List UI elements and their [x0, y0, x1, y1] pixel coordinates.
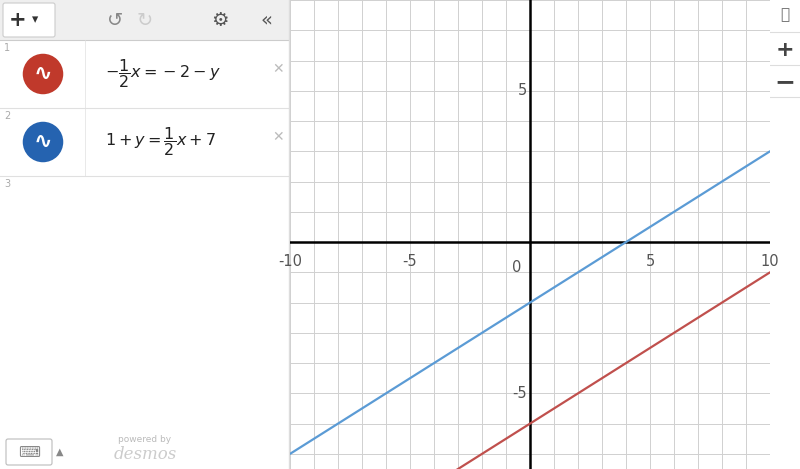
Text: 5: 5	[646, 254, 654, 269]
Text: ↺: ↺	[107, 10, 123, 30]
Text: ⌨: ⌨	[18, 445, 40, 460]
Text: 🔧: 🔧	[781, 8, 790, 23]
Text: ▾: ▾	[32, 14, 38, 27]
Text: $1 + y = \dfrac{1}{2}x + 7$: $1 + y = \dfrac{1}{2}x + 7$	[105, 126, 216, 159]
Text: ∿: ∿	[34, 64, 52, 84]
FancyBboxPatch shape	[0, 0, 290, 40]
Text: ✕: ✕	[272, 62, 284, 76]
Text: $-\dfrac{1}{2}x = -2 - y$: $-\dfrac{1}{2}x = -2 - y$	[105, 58, 221, 91]
Text: 2: 2	[4, 111, 10, 121]
Text: desmos: desmos	[114, 446, 177, 462]
Text: ∿: ∿	[34, 132, 52, 152]
FancyBboxPatch shape	[6, 439, 52, 465]
Text: ✕: ✕	[272, 130, 284, 144]
Text: 5: 5	[518, 83, 527, 98]
Text: ▲: ▲	[56, 447, 64, 457]
Text: ⚙: ⚙	[211, 10, 229, 30]
Text: +: +	[776, 40, 794, 60]
Text: 10: 10	[761, 254, 779, 269]
Text: -5: -5	[513, 386, 527, 401]
Text: +: +	[9, 10, 27, 30]
Circle shape	[21, 120, 65, 164]
Text: powered by: powered by	[118, 434, 171, 444]
Text: 0: 0	[512, 260, 522, 275]
FancyBboxPatch shape	[3, 3, 55, 37]
Circle shape	[21, 52, 65, 96]
Text: 3: 3	[4, 179, 10, 189]
Text: «: «	[261, 10, 273, 30]
Text: -5: -5	[402, 254, 418, 269]
Text: ↻: ↻	[137, 10, 153, 30]
Text: 1: 1	[4, 43, 10, 53]
Text: −: −	[774, 70, 795, 94]
Text: -10: -10	[278, 254, 302, 269]
